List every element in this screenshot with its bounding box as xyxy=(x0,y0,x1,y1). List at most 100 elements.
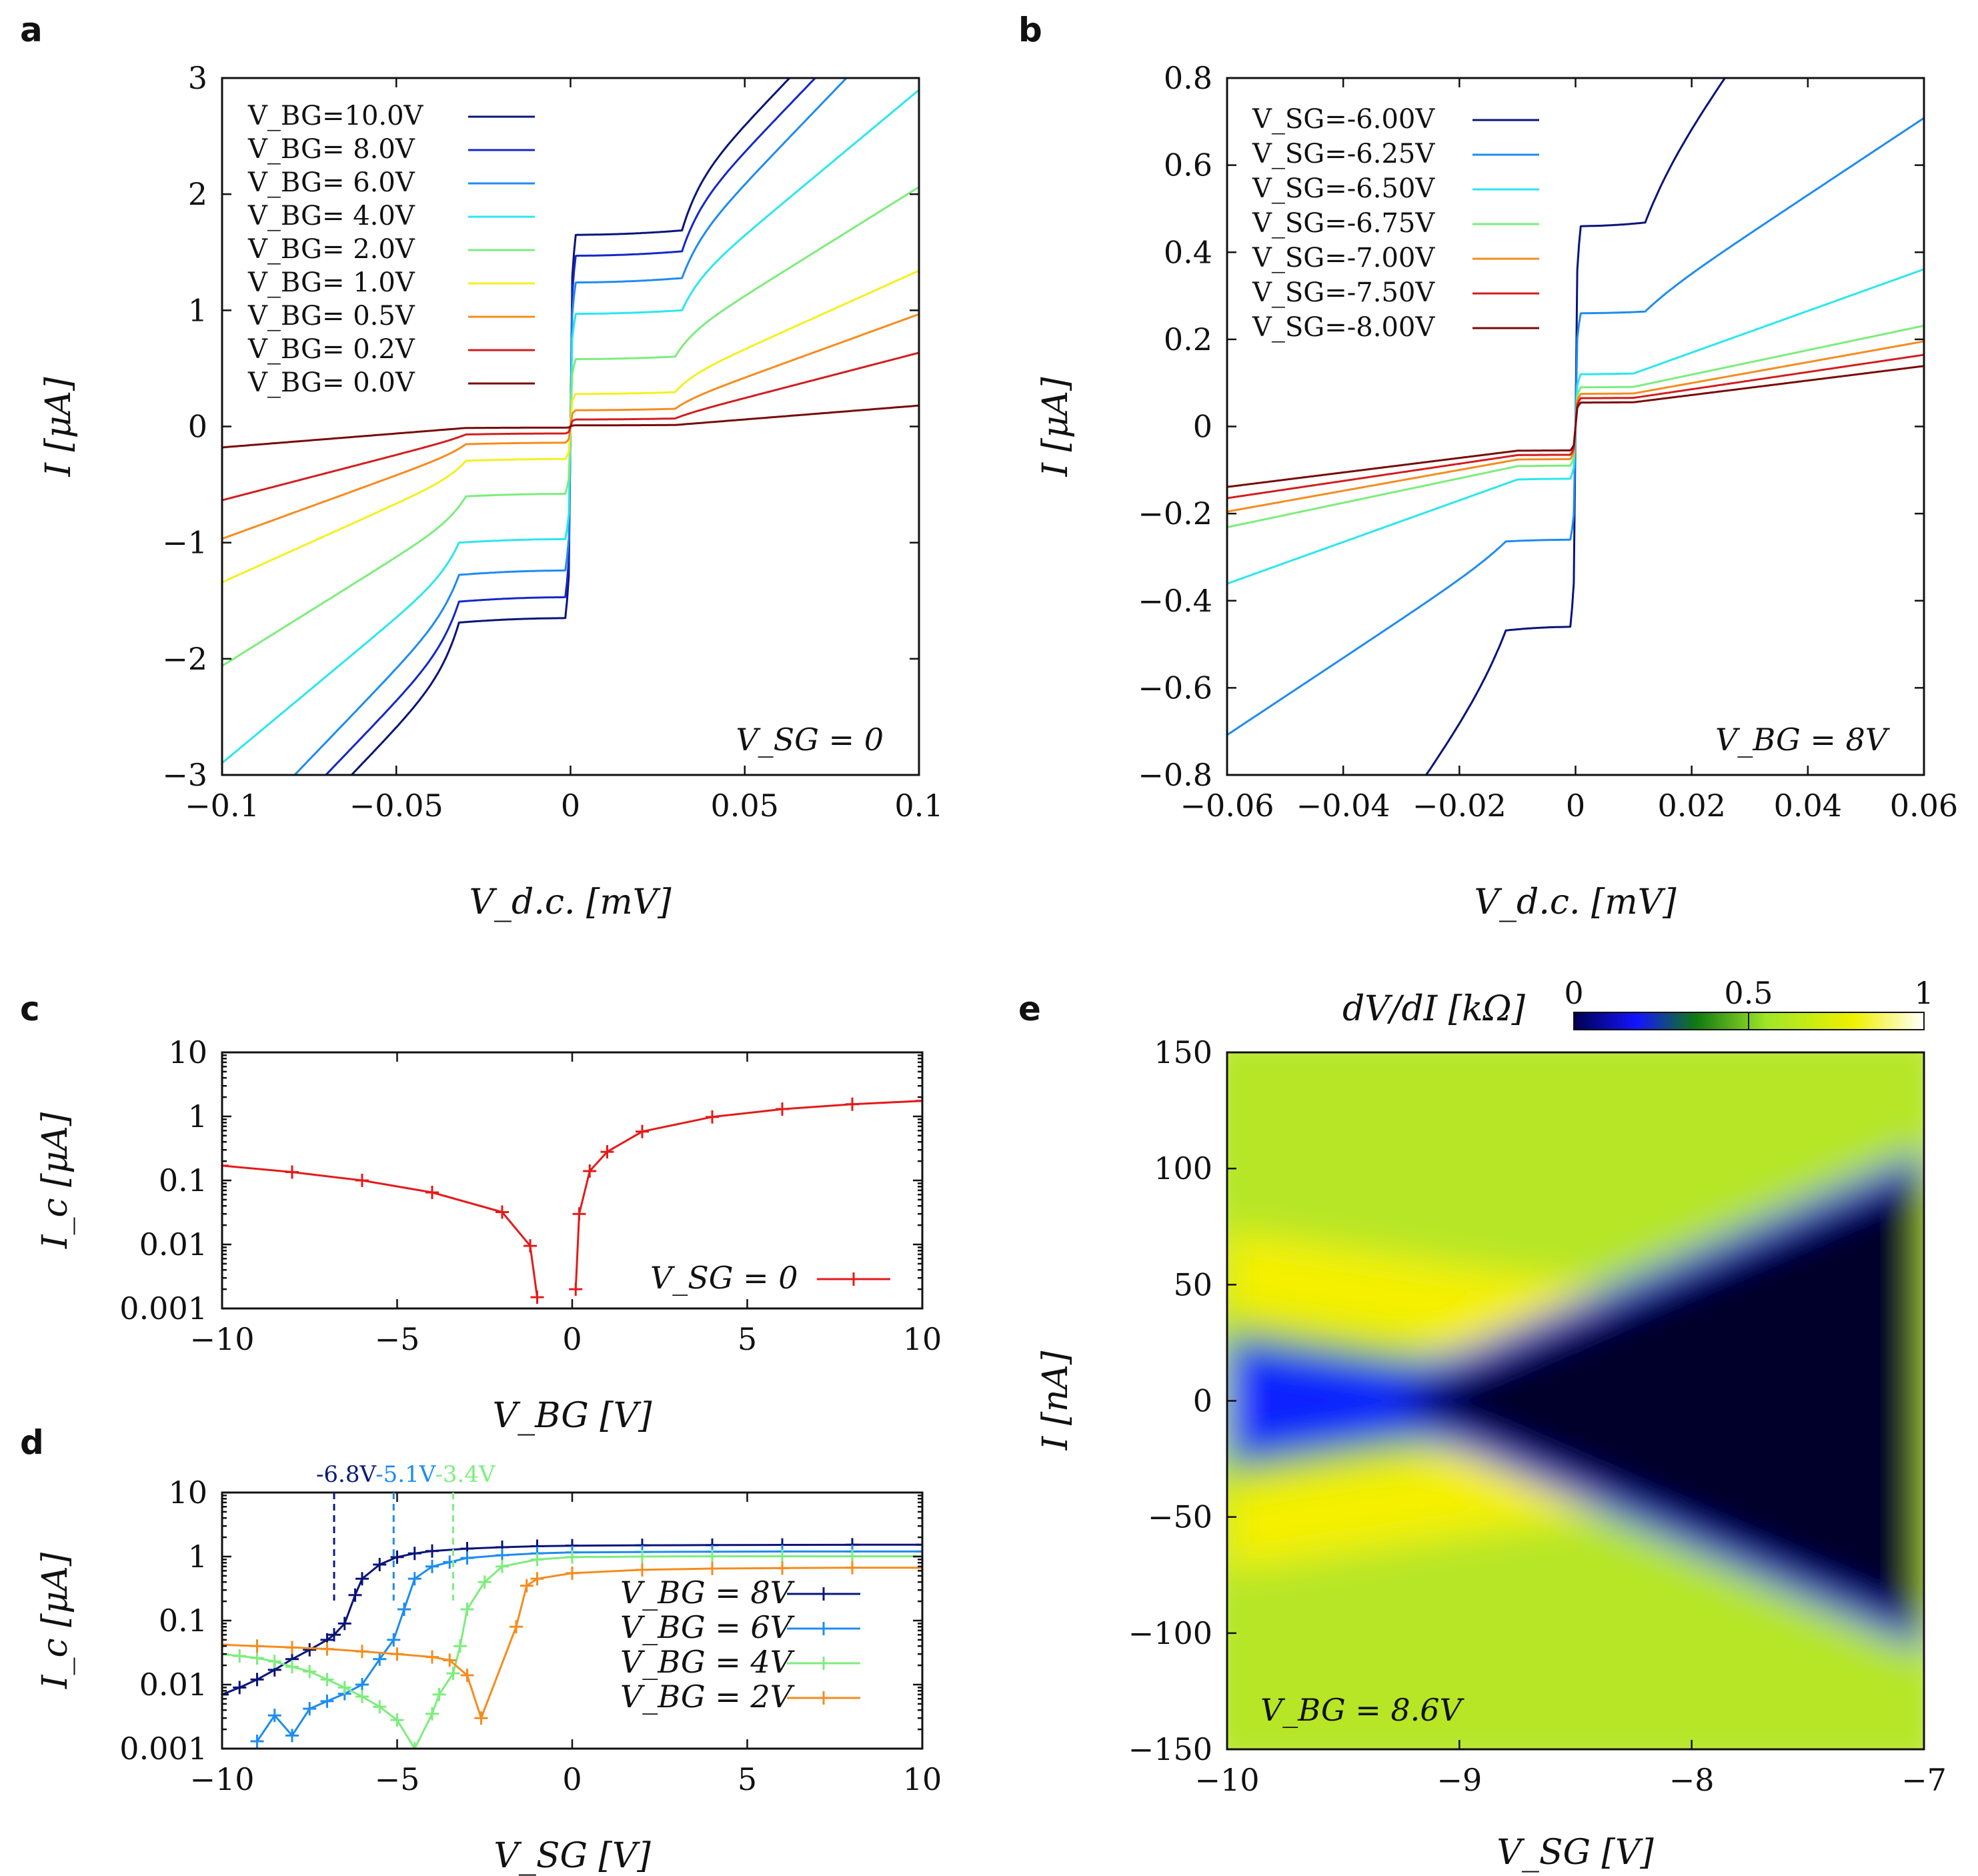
x-tick-label: 0.06 xyxy=(1890,788,1958,824)
x-tick-label: 0 xyxy=(1566,788,1585,824)
legend-entry-7: V_BG= 0.2V xyxy=(247,334,415,365)
x-tick-label: 0.1 xyxy=(894,788,943,824)
y-tick-label: 0.01 xyxy=(139,1226,207,1262)
panel-d-xlabel: V_SG [V] xyxy=(493,1836,651,1876)
panel-c-ylabel: I_c [μA] xyxy=(35,1112,75,1249)
y-tick-label: 2 xyxy=(188,176,207,212)
legend-entry-0: V_BG=10.0V xyxy=(247,101,424,131)
legend-entry-0: V_BG = 8V xyxy=(620,1575,796,1611)
panel-b-chart: −0.06 −0.04 −0.02 0 0.02 0.04 0.06 −0.8 −0.6 −0.4… xyxy=(1036,60,1958,922)
y-tick-label: 10 xyxy=(168,1034,207,1070)
colorbar-tick-0: 0 xyxy=(1564,975,1583,1011)
y-tick-label: 0.001 xyxy=(119,1731,207,1767)
x-tick-label: −9 xyxy=(1436,1762,1482,1798)
legend-entry-3: V_SG=-6.75V xyxy=(1252,208,1435,239)
legend-entry-8: V_BG= 0.0V xyxy=(247,367,415,398)
y-tick-label: −50 xyxy=(1148,1499,1212,1535)
x-tick-label: −10 xyxy=(189,1761,254,1797)
panel-e-chart: −10 −9 −8 −7 −150 −100 −50 0 50 100 150 V_BG = 8.6… xyxy=(1036,975,1947,1873)
legend-entry-1: V_BG = 6V xyxy=(620,1609,796,1645)
x-tick-label: 0.04 xyxy=(1774,788,1842,824)
panel-e-ylabel: I [nA] xyxy=(1036,1350,1076,1451)
legend-entry-5: V_BG= 1.0V xyxy=(247,267,415,298)
panel-c-frame xyxy=(221,1051,924,1310)
x-tick-label: 10 xyxy=(903,1761,942,1797)
panel-e-xlabel: V_SG [V] xyxy=(1497,1833,1654,1873)
panel-c-label: c xyxy=(20,990,40,1028)
ic-curve-1 xyxy=(256,1550,922,1742)
x-tick-label: 0 xyxy=(562,1761,582,1797)
y-tick-label: 150 xyxy=(1154,1034,1212,1070)
x-tick-label: 0.02 xyxy=(1657,788,1725,824)
y-tick-label: −150 xyxy=(1128,1731,1212,1767)
y-tick-label: 0 xyxy=(188,409,207,445)
legend-entry-3: V_BG= 4.0V xyxy=(247,201,415,231)
legend-entry-6: V_BG= 0.5V xyxy=(247,301,415,331)
panel-d-ylabel: I_c [μA] xyxy=(35,1552,75,1689)
x-tick-label: 5 xyxy=(738,1321,757,1357)
panel-a-ylabel: I [μA] xyxy=(39,377,79,478)
colorbar-title: dV/dI [kΩ] xyxy=(1342,989,1526,1029)
legend-entry-2: V_BG= 6.0V xyxy=(247,167,415,198)
y-tick-label: 0.001 xyxy=(119,1290,207,1326)
legend-entry-0: V_SG=-6.00V xyxy=(1252,104,1435,135)
legend-entry-3: V_BG = 2V xyxy=(620,1679,796,1715)
y-tick-label: 0.1 xyxy=(159,1162,207,1198)
y-tick-label: 0.2 xyxy=(1164,321,1212,357)
threshold-label-2: -3.4V xyxy=(435,1461,496,1488)
panel-d-frame xyxy=(221,1491,924,1750)
y-tick-label: −3 xyxy=(162,757,207,793)
x-tick-label: −0.02 xyxy=(1412,788,1507,824)
y-tick-label: −0.8 xyxy=(1138,757,1212,793)
panel-c-chart: −10 −5 0 5 10 0.001 0.01 0.1 1 10 V_SG = 0 V_BG [… xyxy=(35,1034,942,1436)
x-tick-label: −0.04 xyxy=(1296,788,1390,824)
legend-entry-0: V_SG = 0 xyxy=(650,1260,798,1296)
panel-b-ylabel: I [μA] xyxy=(1036,377,1076,478)
x-tick-label: 10 xyxy=(903,1321,942,1357)
x-tick-label: 0.05 xyxy=(711,788,779,824)
y-tick-label: 0.01 xyxy=(139,1667,207,1703)
panel-a-label: a xyxy=(20,11,43,49)
panel-e-label: e xyxy=(1018,990,1041,1028)
y-tick-label: 100 xyxy=(1154,1150,1212,1186)
x-tick-label: −7 xyxy=(1901,1762,1947,1798)
ic-curve-0 xyxy=(222,1164,538,1298)
x-tick-label: −0.05 xyxy=(349,788,443,824)
legend-entry-6: V_SG=-8.00V xyxy=(1252,312,1435,343)
legend-entry-4: V_BG= 2.0V xyxy=(247,234,415,265)
y-tick-label: −100 xyxy=(1128,1615,1212,1651)
legend-entry-1: V_SG=-6.25V xyxy=(1252,139,1435,169)
x-tick-label: 0 xyxy=(561,788,580,824)
dark-region xyxy=(1389,1168,1924,1633)
panel-b-xlabel: V_d.c. [mV] xyxy=(1474,882,1677,922)
legend-entry-2: V_SG=-6.50V xyxy=(1252,173,1435,204)
y-tick-label: 0 xyxy=(1193,1383,1212,1419)
x-tick-label: −8 xyxy=(1669,1762,1715,1798)
y-tick-label: 50 xyxy=(1173,1266,1212,1302)
x-tick-label: −5 xyxy=(375,1321,420,1357)
y-tick-label: 0 xyxy=(1193,409,1212,445)
ic-curve-0 xyxy=(222,1543,922,1696)
panel-b-label: b xyxy=(1018,11,1042,49)
colorbar-tick-2: 1 xyxy=(1914,975,1933,1011)
x-tick-label: −0.06 xyxy=(1180,788,1274,824)
y-tick-label: −1 xyxy=(162,525,207,561)
x-tick-label: −0.1 xyxy=(185,788,259,824)
y-tick-label: 0.6 xyxy=(1164,147,1212,183)
y-tick-label: 10 xyxy=(168,1475,207,1511)
legend-entry-2: V_BG = 4V xyxy=(620,1644,796,1680)
y-tick-label: 1 xyxy=(188,1539,207,1575)
iv-curve-6 xyxy=(1227,365,1924,488)
y-tick-label: −0.6 xyxy=(1138,670,1212,706)
panel-a-xlabel: V_d.c. [mV] xyxy=(469,882,672,922)
x-tick-label: −10 xyxy=(1194,1762,1259,1798)
legend-entry-5: V_SG=-7.50V xyxy=(1252,277,1435,308)
panel-b-annotation: V_BG = 8V xyxy=(1715,722,1891,758)
threshold-label-0: -6.8V xyxy=(316,1461,377,1488)
y-tick-label: 0.4 xyxy=(1164,234,1212,270)
x-tick-label: 5 xyxy=(738,1761,757,1797)
panel-d-label: d xyxy=(20,1423,44,1462)
panel-a-annotation: V_SG = 0 xyxy=(736,722,884,758)
